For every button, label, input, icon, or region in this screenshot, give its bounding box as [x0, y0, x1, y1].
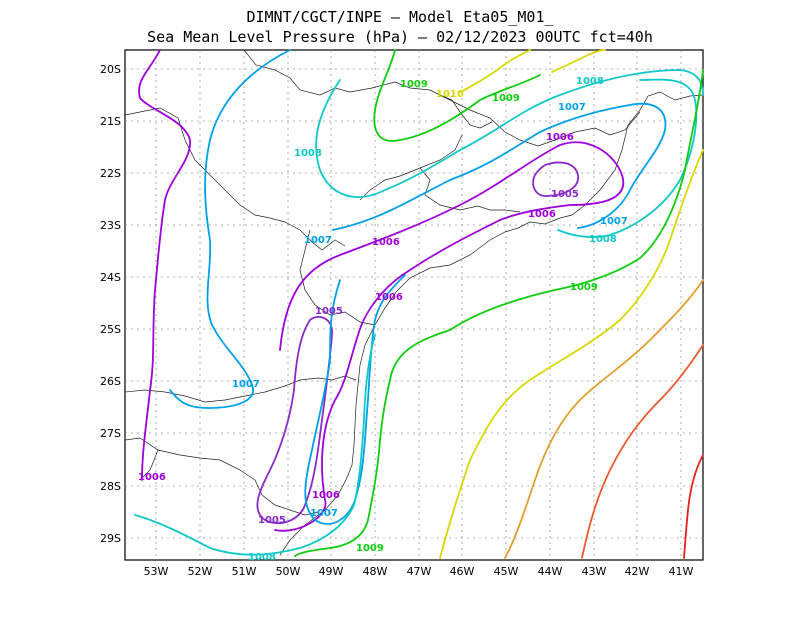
contour-label: 1007 — [600, 216, 628, 227]
contour-label: 1010 — [436, 89, 464, 100]
lon-tick: 43W — [582, 565, 607, 578]
lon-tick: 53W — [144, 565, 169, 578]
isobar-1009-east — [294, 69, 704, 557]
contour-label: 1005 — [258, 515, 286, 526]
grid-lines — [125, 50, 703, 560]
lon-tick: 51W — [232, 565, 257, 578]
isobar-1011 — [504, 279, 704, 559]
isobar-1008-south — [134, 334, 376, 556]
isobar-1008-east — [557, 78, 698, 238]
isobar-1007-south — [304, 274, 406, 525]
isobar-contours — [134, 49, 704, 559]
lat-tick: 21S — [100, 115, 121, 128]
lon-tick: 52W — [188, 565, 213, 578]
lon-tick-labels: 53W 52W 51W 50W 49W 48W 47W 46W 45W 44W … — [144, 565, 694, 578]
contour-label: 1007 — [310, 508, 338, 519]
lat-tick: 25S — [100, 323, 121, 336]
contour-label: 1006 — [546, 132, 574, 143]
contour-label: 1007 — [304, 235, 332, 246]
isobar-1010-north — [459, 49, 531, 93]
contour-label: 1006 — [312, 490, 340, 501]
contour-label: 1009 — [492, 93, 520, 104]
isobar-1006-central — [274, 141, 625, 532]
coastline-and-borders — [124, 49, 704, 556]
lat-tick: 27S — [100, 427, 121, 440]
contour-label: 1007 — [558, 102, 586, 113]
contour-label: 1009 — [356, 543, 384, 554]
contour-label: 1006 — [138, 472, 166, 483]
contour-label: 1009 — [570, 282, 598, 293]
contour-label: 1006 — [372, 237, 400, 248]
lon-tick: 46W — [450, 565, 475, 578]
isobar-1010-ne — [551, 49, 606, 73]
isobar-1006-west — [138, 49, 191, 481]
contour-label: 1008 — [589, 234, 617, 245]
lon-tick: 50W — [276, 565, 301, 578]
contour-label: 1008 — [294, 148, 322, 159]
contour-label: 1007 — [232, 379, 260, 390]
lat-tick: 23S — [100, 219, 121, 232]
lat-tick: 26S — [100, 375, 121, 388]
contour-label: 1005 — [551, 189, 579, 200]
lon-tick: 45W — [494, 565, 519, 578]
lat-tick: 22S — [100, 167, 121, 180]
contour-labels: 1009 1010 1009 1008 1007 1008 1006 1005 … — [138, 76, 628, 563]
chart-title-line1: DIMNT/CGCT/INPE – Model Eta05_M01_ — [246, 8, 554, 26]
lon-tick: 44W — [538, 565, 563, 578]
lon-tick: 42W — [625, 565, 650, 578]
isobar-1007-west — [169, 49, 291, 409]
lon-tick: 48W — [363, 565, 388, 578]
lat-tick: 29S — [100, 532, 121, 545]
lat-tick: 20S — [100, 63, 121, 76]
isobar-1005-ne — [532, 161, 579, 197]
map-frame — [124, 49, 704, 561]
lon-tick: 47W — [407, 565, 432, 578]
isobar-1012 — [581, 344, 704, 559]
isobar-1013 — [683, 454, 704, 559]
isobar-1007-ne — [332, 102, 667, 231]
isobar-1008-north — [315, 69, 704, 198]
contour-label: 1006 — [528, 209, 556, 220]
lat-tick-labels: 20S 21S 22S 23S 24S 25S 26S 27S 28S 29S — [100, 63, 121, 545]
contour-label: 1009 — [400, 79, 428, 90]
contour-label: 1006 — [375, 292, 403, 303]
lat-tick: 24S — [100, 271, 121, 284]
isobar-1009-north — [373, 49, 541, 142]
lat-tick: 28S — [100, 480, 121, 493]
lon-tick: 41W — [669, 565, 694, 578]
isobar-1010-east — [439, 149, 704, 559]
contour-label: 1005 — [315, 306, 343, 317]
contour-label: 1008 — [576, 76, 604, 87]
chart-title-line2: Sea Mean Level Pressure (hPa) – 02/12/20… — [147, 28, 653, 46]
contour-label: 1008 — [248, 552, 276, 563]
lon-tick: 49W — [319, 565, 344, 578]
